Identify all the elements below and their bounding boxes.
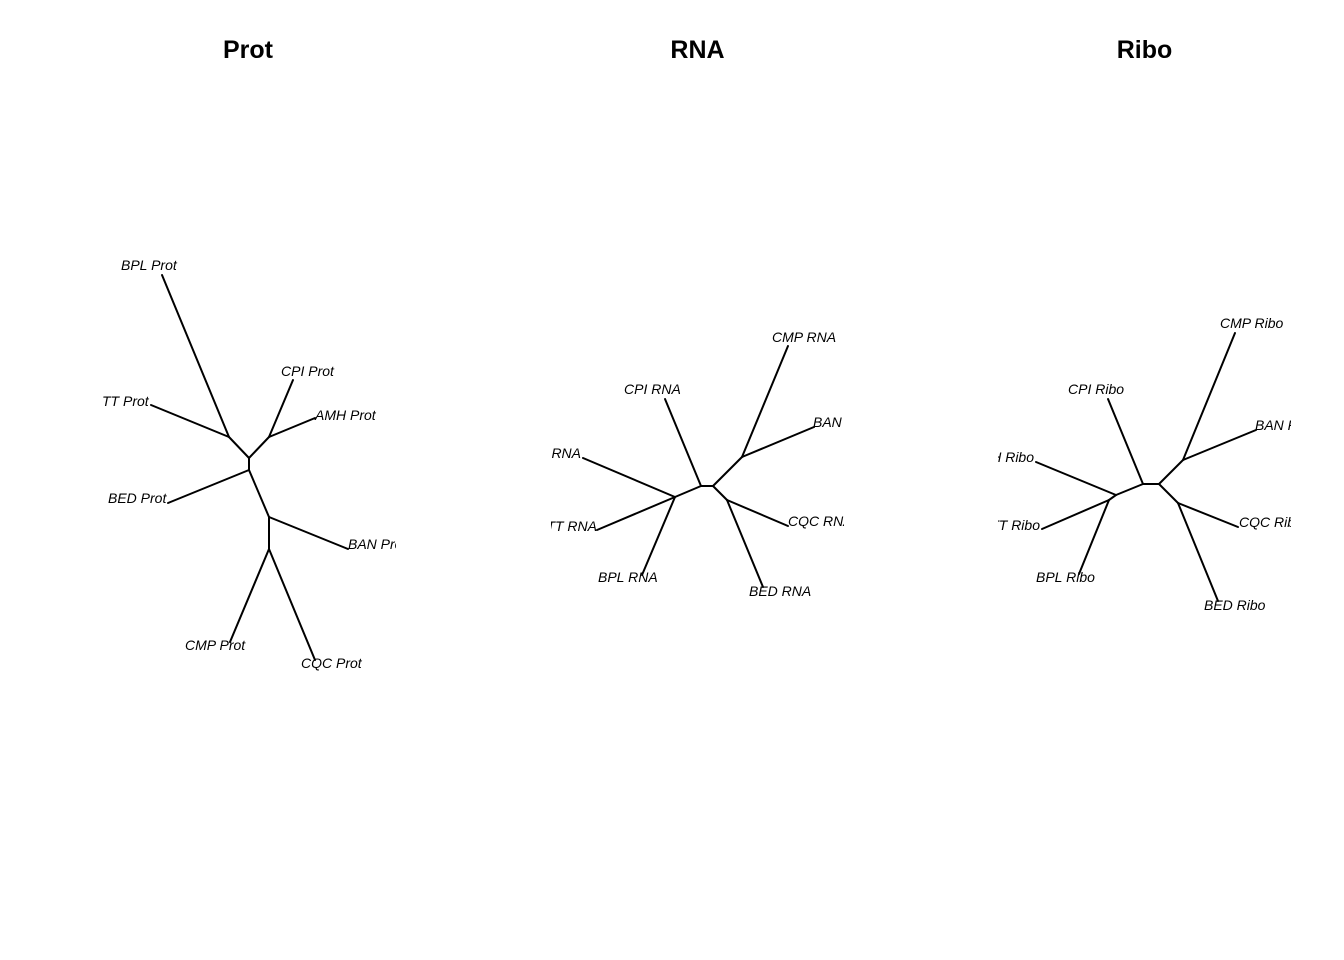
tree-branch — [1107, 398, 1144, 485]
unrooted-tree-ribo: CMP Ribo CPI Ribo BAN Ribo AMH Ribo TT R… — [998, 315, 1291, 613]
tip-label: BAN RNA — [813, 414, 844, 430]
tree-branch — [167, 469, 250, 504]
tree-branch — [712, 485, 728, 501]
tip-labels: BPL Prot CPI Prot AMH Prot TT Prot BED P… — [102, 257, 396, 671]
tip-label: TT Ribo — [998, 517, 1040, 533]
tip-label: BAN Ribo — [1255, 417, 1291, 433]
tip-label: CQC Ribo — [1239, 514, 1291, 530]
branches — [1035, 332, 1257, 602]
tree-branch — [1115, 483, 1144, 496]
tree-branch — [161, 274, 230, 438]
tree-panel-ribo: Ribo CMP Ribo CPI Ribo BAN Ribo AMH Ribo… — [998, 0, 1291, 960]
unrooted-tree-rna: CMP RNA CPI RNA BAN RNA AMH RNA TT RNA C… — [551, 329, 844, 599]
tip-label: BPL RNA — [598, 569, 658, 585]
tree-panel-prot: Prot BPL Prot CPI Prot AMH Prot TT Prot … — [100, 0, 396, 960]
tip-label: CMP Ribo — [1220, 315, 1283, 331]
tree-branch — [229, 548, 270, 643]
branches — [582, 345, 815, 588]
tip-label: BED Prot — [108, 490, 167, 506]
tree-branch — [726, 499, 764, 588]
tree-branch — [1177, 502, 1219, 602]
tip-label: BED Ribo — [1204, 597, 1266, 613]
tree-branch — [150, 404, 230, 438]
panel-title: Prot — [223, 36, 273, 64]
tree-branch — [1078, 499, 1110, 575]
tip-label: CPI RNA — [624, 381, 681, 397]
tip-label: CPI Ribo — [1068, 381, 1124, 397]
tip-label: TT RNA — [551, 518, 597, 534]
tree-branch — [1041, 499, 1110, 530]
tree-branch — [1182, 332, 1236, 461]
panel-title: Ribo — [1116, 36, 1173, 64]
panel-title: RNA — [670, 36, 725, 64]
tree-branch — [268, 516, 349, 550]
tip-label: CPI Prot — [281, 363, 335, 379]
tree-branch — [664, 398, 702, 487]
tree-branch — [741, 345, 789, 458]
tip-label: BPL Prot — [121, 257, 178, 273]
tip-label: CQC RNA — [788, 513, 844, 529]
tree-branch — [228, 436, 250, 459]
tip-label: BAN Prot — [348, 536, 396, 552]
tree-branch — [596, 496, 676, 531]
tree-branch — [1177, 502, 1239, 528]
tree-branch — [268, 417, 316, 438]
tip-label: CMP Prot — [185, 637, 246, 653]
tip-label: TT Prot — [102, 393, 150, 409]
tree-branch — [741, 426, 815, 458]
tip-label: CQC Prot — [301, 655, 363, 671]
tree-branch — [1035, 461, 1117, 496]
unrooted-tree-prot: BPL Prot CPI Prot AMH Prot TT Prot BED P… — [102, 257, 396, 671]
tree-branch — [674, 485, 702, 498]
tip-label: CMP RNA — [772, 329, 836, 345]
tree-branch — [1108, 494, 1117, 501]
tree-branch — [582, 457, 676, 498]
tip-labels: CMP RNA CPI RNA BAN RNA AMH RNA TT RNA C… — [551, 329, 844, 599]
tip-label: AMH RNA — [551, 445, 581, 461]
tip-label: AMH Ribo — [998, 449, 1034, 465]
tree-branch — [248, 469, 270, 518]
tree-branch — [726, 499, 789, 527]
tip-label: BPL Ribo — [1036, 569, 1095, 585]
tip-label: AMH Prot — [314, 407, 377, 423]
tip-label: BED RNA — [749, 583, 811, 599]
tree-branch — [248, 436, 270, 459]
tree-branch — [1182, 429, 1257, 461]
tree-panel-rna: RNA CMP RNA CPI RNA BAN RNA AMH RNA TT R… — [551, 0, 844, 960]
tree-branch — [268, 379, 294, 438]
branches — [150, 274, 349, 661]
tree-branch — [1158, 459, 1184, 485]
tree-branch — [712, 456, 743, 487]
tree-branch — [268, 548, 316, 661]
tree-branch — [1158, 483, 1179, 504]
tree-branch — [641, 496, 676, 576]
tip-labels: CMP Ribo CPI Ribo BAN Ribo AMH Ribo TT R… — [998, 315, 1291, 613]
